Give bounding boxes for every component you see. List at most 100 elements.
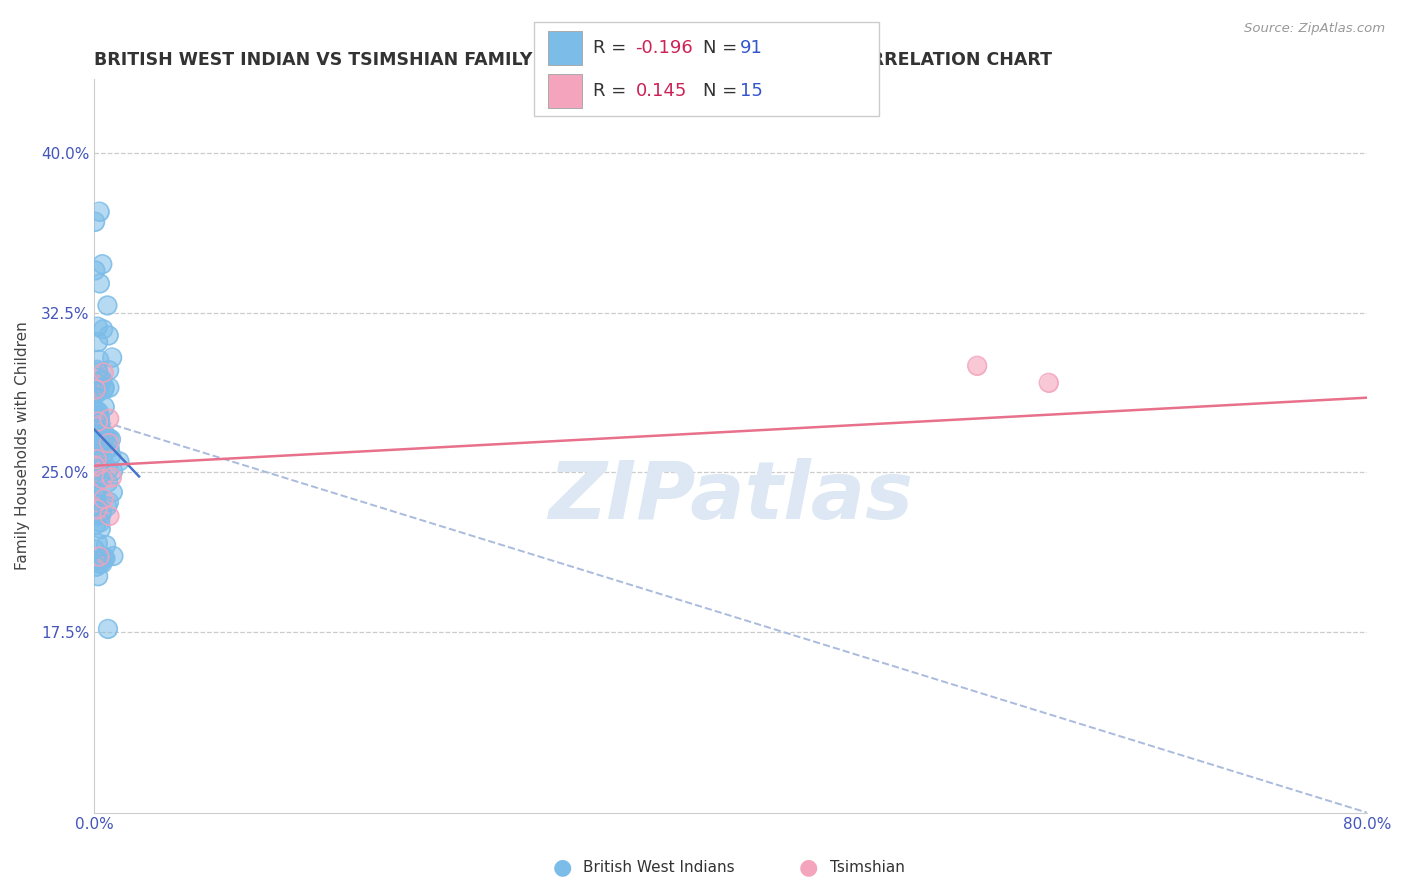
Point <box>89 416 111 430</box>
Point <box>87 405 110 419</box>
Point <box>94 538 117 552</box>
Point <box>86 451 108 466</box>
Point <box>966 359 988 373</box>
Text: 0.145: 0.145 <box>636 82 688 100</box>
Point <box>93 366 115 380</box>
Point <box>84 498 107 512</box>
Text: Source: ZipAtlas.com: Source: ZipAtlas.com <box>1244 22 1385 36</box>
Point <box>97 328 120 343</box>
Point <box>84 517 107 532</box>
Point <box>86 406 108 420</box>
Point <box>93 434 115 448</box>
Text: ●: ● <box>553 857 572 877</box>
Point <box>87 438 110 452</box>
Point <box>87 454 110 468</box>
Point <box>86 553 108 567</box>
Point <box>91 257 114 271</box>
Text: British West Indians: British West Indians <box>583 860 735 874</box>
Text: R =: R = <box>593 82 638 100</box>
Point <box>97 328 120 343</box>
Point <box>101 351 124 365</box>
Point <box>91 472 114 486</box>
Point <box>91 472 114 486</box>
Point <box>100 470 122 484</box>
Point <box>100 448 122 462</box>
Point <box>86 409 108 423</box>
Point <box>89 352 111 367</box>
Point <box>93 383 115 397</box>
Point <box>89 204 111 219</box>
Point <box>86 319 108 334</box>
Point <box>93 549 115 564</box>
Point <box>83 493 105 508</box>
Point <box>93 400 115 414</box>
Point <box>94 431 117 445</box>
Point <box>84 215 107 229</box>
Point <box>94 551 117 566</box>
Point <box>87 536 110 550</box>
Point <box>93 491 115 506</box>
Point <box>86 386 108 401</box>
Point <box>84 458 107 473</box>
Point <box>98 363 121 377</box>
Point <box>91 557 114 571</box>
Point <box>84 458 107 473</box>
Point <box>98 380 121 394</box>
Point <box>89 557 111 571</box>
Text: ZIPatlas: ZIPatlas <box>548 458 912 536</box>
Point <box>89 410 111 425</box>
Text: ●: ● <box>799 857 818 877</box>
Point <box>97 436 120 450</box>
Point <box>89 204 111 219</box>
Point <box>84 428 107 442</box>
Point <box>89 549 111 564</box>
Point <box>98 441 121 455</box>
Point <box>94 431 117 445</box>
Point <box>90 522 112 536</box>
Point <box>86 508 108 523</box>
Point <box>101 464 124 478</box>
Text: BRITISH WEST INDIAN VS TSIMSHIAN FAMILY HOUSEHOLDS WITH CHILDREN CORRELATION CHA: BRITISH WEST INDIAN VS TSIMSHIAN FAMILY … <box>94 51 1053 69</box>
Point <box>98 495 121 509</box>
Point <box>86 362 108 376</box>
Point <box>98 363 121 377</box>
Text: N =: N = <box>703 82 742 100</box>
Point <box>86 553 108 567</box>
Point <box>87 415 110 429</box>
Point <box>93 426 115 441</box>
Point <box>87 462 110 476</box>
Point <box>89 434 111 449</box>
Point <box>84 489 107 503</box>
Text: 91: 91 <box>740 38 762 56</box>
Point <box>97 436 120 450</box>
Point <box>83 493 105 508</box>
Point <box>87 569 110 583</box>
Point <box>86 476 108 491</box>
Point <box>96 298 118 312</box>
Point <box>90 435 112 450</box>
Point <box>87 536 110 550</box>
Point <box>90 435 112 450</box>
Point <box>90 508 112 522</box>
Point <box>84 263 107 277</box>
Point <box>90 467 112 481</box>
Point <box>93 366 115 380</box>
Point <box>84 498 107 512</box>
Point <box>87 464 110 478</box>
Point <box>1038 376 1060 390</box>
Point <box>86 452 108 467</box>
Point <box>97 475 120 490</box>
Point <box>91 452 114 467</box>
Point <box>100 432 122 446</box>
Point <box>84 486 107 500</box>
Point <box>93 551 115 566</box>
Y-axis label: Family Households with Children: Family Households with Children <box>15 321 30 570</box>
Point <box>93 434 115 448</box>
Point <box>101 464 124 478</box>
Point <box>103 549 125 563</box>
Point <box>90 522 112 536</box>
Point <box>86 497 108 511</box>
Point <box>87 334 110 349</box>
Point <box>86 498 108 512</box>
Point <box>84 486 107 500</box>
